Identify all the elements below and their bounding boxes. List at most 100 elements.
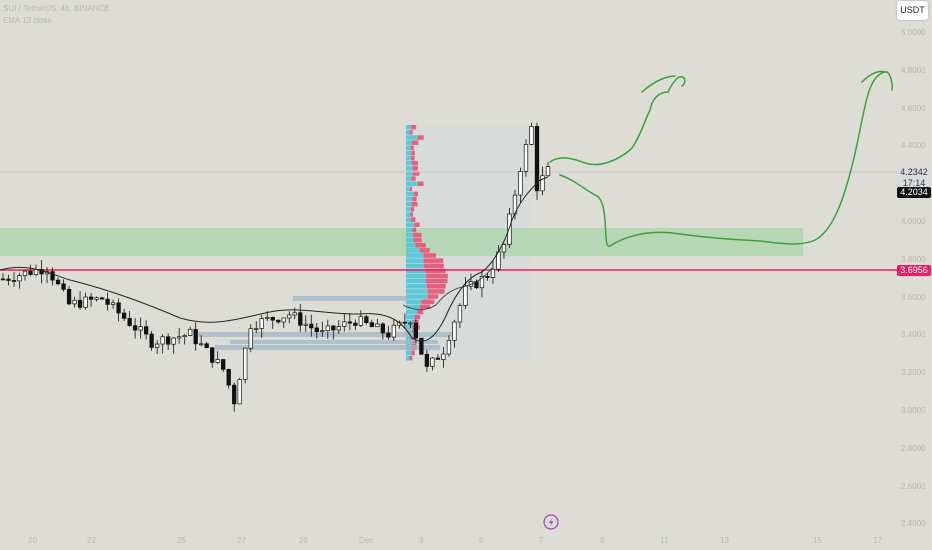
- candle-up: [490, 268, 496, 278]
- time-tick: 29: [299, 536, 308, 545]
- candle-down: [121, 312, 127, 319]
- time-tick: 7: [539, 536, 544, 545]
- candle-up: [110, 302, 116, 305]
- candles: [0, 122, 551, 412]
- volume-bar-up: [406, 253, 424, 258]
- candle-up: [22, 270, 28, 276]
- range-box: [198, 332, 456, 337]
- volume-bar-up: [406, 186, 410, 192]
- volume-bar-up: [406, 268, 426, 274]
- volume-bar-up: [406, 140, 412, 145]
- volume-bar-down: [411, 155, 415, 161]
- volume-bar-down: [425, 278, 448, 284]
- volume-bar-down: [411, 335, 415, 340]
- candle-up: [540, 175, 545, 192]
- candle-down: [331, 325, 336, 331]
- candle-down: [413, 322, 419, 339]
- candle-up: [545, 166, 551, 177]
- time-tick: 11: [660, 536, 669, 545]
- candle-up: [292, 312, 297, 316]
- volume-bar-down: [426, 273, 448, 279]
- candle-up: [430, 357, 435, 367]
- candle-up: [199, 343, 204, 346]
- candle-up: [518, 171, 523, 196]
- volume-bar-down: [419, 248, 430, 253]
- last-price-tag: 4.2342: [897, 167, 931, 178]
- volume-bar-down: [412, 166, 418, 171]
- volume-bar-up: [406, 319, 414, 325]
- volume-bar-down: [411, 350, 415, 356]
- volume-bar-down: [411, 125, 417, 130]
- volume-bar-up: [406, 150, 412, 156]
- volume-bar-up: [406, 289, 428, 294]
- candle-up: [463, 285, 468, 306]
- volume-bar-up: [406, 166, 413, 171]
- price-tick: 2.6000: [901, 481, 926, 491]
- volume-bar-up: [406, 196, 413, 202]
- candle-up: [501, 244, 507, 253]
- candle-up: [408, 322, 413, 325]
- candle-down: [149, 333, 154, 348]
- candle-up: [391, 324, 397, 338]
- candle-down: [309, 323, 314, 329]
- volume-bar-up: [406, 155, 412, 161]
- volume-profile: [406, 125, 448, 361]
- range-box: [230, 340, 438, 344]
- candle-up: [303, 323, 308, 326]
- volume-bar-down: [411, 140, 419, 145]
- candle-down: [6, 278, 11, 281]
- candle-up: [336, 326, 341, 331]
- candle-up: [188, 328, 193, 336]
- price-tick: 2.8000: [901, 443, 926, 453]
- volume-bar-up: [406, 355, 410, 361]
- candle-down: [226, 369, 231, 386]
- candle-up: [375, 323, 380, 328]
- indicator-legend[interactable]: EMA 13 close: [3, 16, 52, 25]
- volume-bar-down: [410, 145, 414, 151]
- price-tick: 3.8000: [901, 254, 926, 264]
- ema-value-tag: 4.2034: [897, 187, 931, 198]
- candle-down: [380, 323, 385, 334]
- price-tick: 2.4000: [901, 519, 926, 529]
- volume-bar-up: [406, 309, 418, 315]
- volume-bar-down: [412, 227, 417, 233]
- time-tick: 5: [479, 536, 484, 545]
- price-tick: 4.6000: [901, 103, 926, 113]
- volume-bar-down: [423, 263, 444, 269]
- candle-down: [77, 299, 83, 308]
- volume-bar-up: [406, 273, 427, 279]
- currency-button[interactable]: USDT: [897, 1, 928, 20]
- volume-bar-up: [406, 237, 414, 243]
- price-tick: 5.0000: [901, 28, 926, 37]
- candle-down: [347, 321, 352, 324]
- candle-up: [452, 321, 457, 341]
- candle-down: [485, 275, 490, 278]
- candle-up: [177, 336, 182, 339]
- candle-up: [254, 328, 259, 330]
- candle-down: [435, 357, 441, 360]
- candle-down: [28, 270, 33, 276]
- volume-bar-down: [409, 186, 413, 192]
- candle-down: [419, 337, 424, 355]
- volume-bar-down: [423, 253, 437, 258]
- time-tick: 9: [600, 536, 605, 545]
- candle-up: [215, 359, 220, 363]
- volume-bar-down: [421, 299, 435, 304]
- ema-line: [0, 176, 549, 342]
- projection-upper: [549, 75, 686, 166]
- candle-up: [17, 275, 22, 282]
- volume-bar-down: [425, 268, 446, 274]
- volume-bar-up: [406, 325, 413, 330]
- volume-bar-up: [406, 145, 411, 151]
- volume-bar-up: [406, 222, 415, 228]
- volume-bar-up: [406, 335, 412, 340]
- candle-down: [132, 325, 138, 331]
- volume-bar-up: [406, 191, 414, 197]
- candle-down: [143, 326, 149, 335]
- volume-bar-down: [409, 355, 413, 361]
- time-tick: 13: [720, 536, 729, 545]
- volume-bar-up: [406, 181, 418, 186]
- volume-bar-down: [419, 304, 431, 310]
- candle-down: [166, 336, 171, 345]
